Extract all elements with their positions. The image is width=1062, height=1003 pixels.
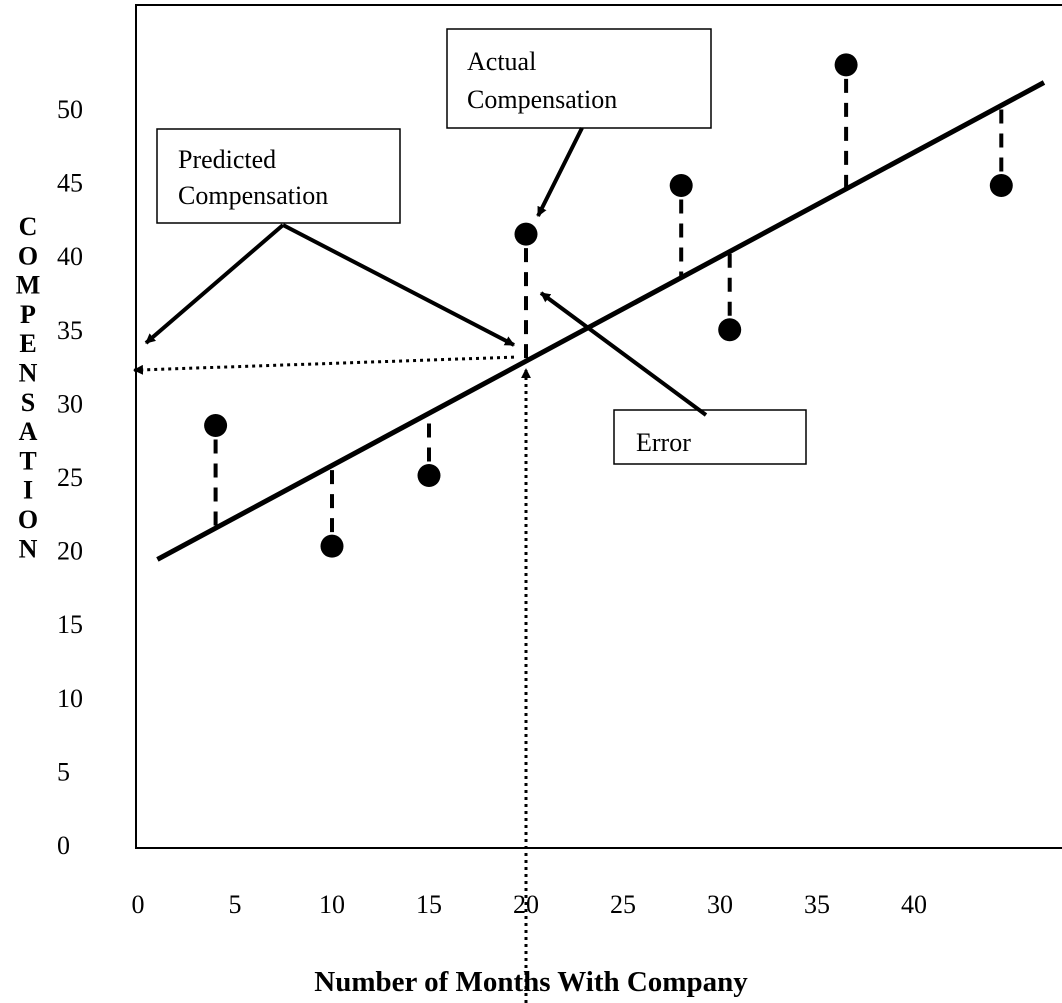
error-lines (213, 78, 1004, 533)
y-axis-label-letter: P (20, 300, 36, 329)
y-axis-label-letter: I (23, 476, 33, 505)
y-tick-label: 45 (57, 169, 83, 198)
data-point (834, 53, 858, 77)
y-axis-label-letter: A (19, 417, 38, 446)
x-axis-label: Number of Months With Company (314, 966, 748, 998)
annotation-error-label: Error (636, 428, 691, 457)
y-axis-label-letter: O (18, 505, 38, 534)
y-tick-label: 35 (57, 316, 83, 345)
x-tick-label: 5 (229, 890, 242, 919)
y-axis-label-letter: S (21, 388, 35, 417)
x-tick-label: 0 (132, 890, 145, 919)
annotation-actual-line2: Compensation (467, 85, 617, 114)
annotation-arrows (144, 127, 708, 417)
data-points (204, 53, 1013, 558)
annotation-error: Error (613, 409, 807, 465)
annotation-actual: Actual Compensation (446, 28, 712, 129)
y-tick-label: 50 (57, 95, 83, 124)
y-tick-label: 15 (57, 610, 83, 639)
y-tick-label: 20 (57, 537, 83, 566)
projection-horizontal (133, 355, 515, 375)
y-axis-label-letter: N (19, 359, 38, 388)
y-tick-label: 5 (57, 757, 70, 786)
annotation-predicted-line2: Compensation (178, 181, 328, 210)
data-point (204, 413, 228, 437)
y-tick-label: 40 (57, 242, 83, 271)
y-axis-label-letter: N (19, 534, 38, 563)
data-point (514, 222, 538, 246)
data-point (669, 174, 693, 198)
annotation-box-predicted (156, 128, 401, 224)
x-tick-label: 30 (707, 890, 733, 919)
x-tick-label: 10 (319, 890, 345, 919)
x-tick-label: 15 (416, 890, 442, 919)
plot-frame (135, 4, 1062, 849)
y-axis-label-letter: E (19, 329, 36, 358)
x-tick-label: 25 (610, 890, 636, 919)
arrow-predicted-to-axis (144, 223, 285, 345)
data-point (718, 318, 742, 342)
y-axis-label-letter: O (18, 241, 38, 270)
arrow-predicted-to-line (282, 223, 515, 347)
y-tick-label: 10 (57, 684, 83, 713)
annotation-actual-line1: Actual (467, 47, 536, 76)
data-point (417, 464, 441, 488)
x-tick-label: 35 (804, 890, 830, 919)
arrow-actual-to-point (536, 127, 584, 217)
projection-lines (133, 355, 531, 1003)
y-axis-label-letter: T (19, 446, 36, 475)
arrow-error-to-residual (539, 291, 708, 417)
y-tick-label: 30 (57, 389, 83, 418)
y-axis-label-letter: M (16, 271, 41, 300)
y-tick-labels: 0 5 10 15 20 25 30 35 40 45 50 (57, 95, 83, 860)
y-axis-label-letter: C (19, 212, 38, 241)
regression-line (156, 80, 1046, 562)
annotation-predicted-line1: Predicted (178, 145, 276, 174)
annotation-box-actual (446, 28, 712, 129)
y-tick-label: 0 (57, 831, 70, 860)
annotation-predicted: Predicted Compensation (156, 128, 401, 224)
regression-line-group (156, 80, 1046, 562)
annotation-box-error (613, 409, 807, 465)
data-point (989, 174, 1013, 198)
data-point (320, 534, 344, 558)
x-tick-label: 40 (901, 890, 927, 919)
y-tick-label: 25 (57, 463, 83, 492)
x-tick-labels: 0 5 10 15 20 25 30 35 40 (132, 890, 928, 919)
